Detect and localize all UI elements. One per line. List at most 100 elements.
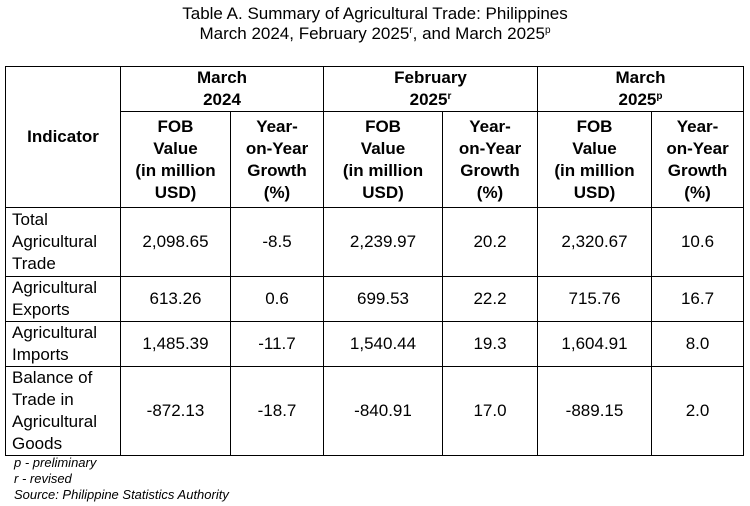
yoy-line: (%) — [476, 182, 504, 202]
value-cell: 2,320.67 — [537, 207, 653, 277]
value-cell: 20.2 — [442, 207, 539, 277]
period-2-line1: March — [615, 68, 666, 87]
value-cell: 17.0 — [442, 366, 539, 456]
yoy-line: Year- — [469, 116, 511, 136]
value-cell: -840.91 — [323, 366, 444, 456]
value-cell: 699.53 — [323, 276, 444, 322]
value-cell: 1,604.91 — [537, 321, 653, 367]
fob-line: Value — [153, 138, 198, 158]
table-notes: p - preliminary r - revised Source: Phil… — [14, 455, 229, 503]
yoy-line: Growth — [667, 160, 728, 180]
value-cell: -889.15 — [537, 366, 653, 456]
indicator-line: Imports — [12, 345, 69, 364]
period-2-year: 2025 — [618, 90, 657, 109]
value-cell: 0.6 — [229, 276, 325, 322]
value-cell: 22.2 — [442, 276, 539, 322]
preliminary-marker: p — [544, 25, 551, 36]
indicator-line: Goods — [12, 434, 63, 453]
value-cell: -8.5 — [229, 207, 325, 277]
indicator-line: Agricultural — [12, 278, 98, 297]
value-cell: 2,239.97 — [323, 207, 444, 277]
yoy-line: Growth — [247, 160, 307, 180]
indicator-cell: Balance of Trade in Agricultural Goods — [5, 366, 121, 456]
period-header-row: Indicator March 2024 February 2025r Marc… — [5, 66, 745, 208]
fob-line: FOB — [157, 116, 194, 136]
value-cell: 10.6 — [651, 207, 745, 277]
period-1-year: 2025 — [409, 90, 448, 109]
fob-value-header: FOB Value (in million USD) — [537, 111, 653, 208]
indicator-line: Agricultural — [12, 232, 98, 251]
title-line-2-mid: , and March 2025 — [412, 24, 545, 43]
title-line-1: Table A. Summary of Agricultural Trade: … — [182, 4, 568, 23]
indicator-line: Agricultural — [12, 323, 98, 342]
value-cell: 1,540.44 — [323, 321, 444, 367]
period-header-march-2024: March 2024 — [119, 66, 325, 112]
period-1-sup: r — [447, 91, 452, 102]
yoy-line: (%) — [263, 182, 291, 202]
fob-line: (in million — [135, 160, 216, 180]
yoy-growth-header: Year- on-Year Growth (%) — [442, 111, 539, 208]
title-line-2: March 2024, February 2025r, and March 20… — [0, 24, 750, 44]
indicator-line: Agricultural — [12, 412, 98, 431]
column-header-row: FOB Value (in million USD) Year- on-Year… — [6, 111, 745, 208]
table-row: Agricultural Imports 1,485.39 -11.7 1,54… — [5, 321, 745, 367]
value-cell: 1,485.39 — [120, 321, 231, 367]
value-cell: -11.7 — [229, 321, 325, 367]
fob-line: (in million — [554, 160, 635, 180]
value-cell: 2,098.65 — [120, 207, 231, 277]
value-cell: 16.7 — [651, 276, 745, 322]
indicator-line: Exports — [12, 300, 70, 319]
value-cell: 613.26 — [120, 276, 231, 322]
fob-line: FOB — [576, 116, 613, 136]
yoy-line: Year- — [256, 116, 298, 136]
period-1-line2: 2025r — [324, 89, 537, 111]
period-1-line1: February — [394, 68, 467, 87]
value-cell: 8.0 — [651, 321, 745, 367]
note-preliminary: p - preliminary — [14, 455, 97, 470]
fob-line: Value — [360, 138, 406, 158]
table-row: Balance of Trade in Agricultural Goods -… — [5, 366, 745, 456]
yoy-line: on-Year — [458, 138, 522, 158]
period-0-line2: 2024 — [121, 89, 323, 111]
value-cell: -872.13 — [120, 366, 231, 456]
indicator-cell: Agricultural Exports — [5, 276, 121, 322]
indicator-line: Trade — [12, 254, 56, 273]
note-revised: r - revised — [14, 471, 72, 486]
period-2-sup: p — [656, 91, 663, 102]
value-cell: -18.7 — [229, 366, 325, 456]
yoy-growth-header: Year- on-Year Growth (%) — [651, 111, 745, 208]
period-header-march-2025: March 2025p — [537, 66, 745, 112]
indicator-header: Indicator — [5, 66, 121, 208]
period-0-year: 2024 — [203, 90, 241, 109]
value-cell: 2.0 — [651, 366, 745, 456]
table-row: Agricultural Exports 613.26 0.6 699.53 2… — [5, 276, 745, 322]
fob-line: Value — [572, 138, 617, 158]
title-line-2-text: March 2024, February 2025 — [199, 24, 410, 43]
yoy-line: on-Year — [245, 138, 309, 158]
yoy-line: on-Year — [666, 138, 729, 158]
yoy-growth-header: Year- on-Year Growth (%) — [229, 111, 325, 208]
period-2-line2: 2025p — [538, 89, 743, 111]
fob-line: (in million — [342, 160, 424, 180]
table-title: Table A. Summary of Agricultural Trade: … — [0, 0, 750, 44]
indicator-cell: Total Agricultural Trade — [5, 207, 121, 277]
indicator-line: Balance of — [12, 368, 93, 387]
yoy-line: (%) — [684, 182, 711, 202]
indicator-line: Total — [12, 210, 48, 229]
fob-value-header: FOB Value (in million USD) — [323, 111, 444, 208]
revised-marker: r — [409, 25, 413, 36]
period-header-february-2025: February 2025r — [323, 66, 539, 112]
table-row: Total Agricultural Trade 2,098.65 -8.5 2… — [5, 207, 745, 277]
indicator-cell: Agricultural Imports — [5, 321, 121, 367]
value-cell: 19.3 — [442, 321, 539, 367]
period-0-line1: March — [196, 68, 248, 87]
fob-value-header: FOB Value (in million USD) — [120, 111, 231, 208]
yoy-line: Growth — [460, 160, 520, 180]
fob-line: USD) — [154, 182, 197, 202]
fob-line: USD) — [573, 182, 616, 202]
note-source: Source: Philippine Statistics Authority — [14, 487, 229, 502]
indicator-line: Trade in — [12, 390, 74, 409]
fob-line: USD) — [362, 182, 404, 202]
agricultural-trade-table: Indicator March 2024 February 2025r Marc… — [5, 66, 745, 456]
value-cell: 715.76 — [537, 276, 653, 322]
